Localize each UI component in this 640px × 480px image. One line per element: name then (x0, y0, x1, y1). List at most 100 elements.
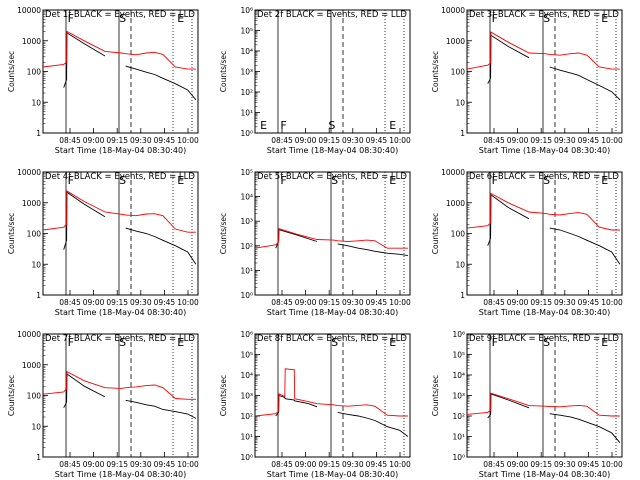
y-tick-label: 10⁶ (452, 330, 465, 339)
x-tick-label: 09:15 (530, 298, 552, 307)
y-axis-label: Counts/sec (219, 51, 228, 92)
marker-letter-F: F (492, 336, 498, 349)
marker-letter-E: E (601, 174, 608, 187)
x-tick-label: 09:45 (578, 136, 600, 145)
y-tick-label: 10³ (452, 392, 465, 401)
marker-letter-F: F (280, 119, 286, 132)
detector-panel-1: Det 1f BLACK = Events, RED = LLD 1 10 100 10… (7, 6, 199, 155)
x-tick-label: 08:45 (271, 136, 293, 145)
y-tick-label: 1000 (22, 361, 41, 370)
x-tick-label: 09:30 (342, 460, 364, 469)
y-axis-label: Counts/sec (7, 51, 16, 92)
x-tick-label: 09:30 (342, 298, 364, 307)
x-tick-label: 09:15 (106, 136, 128, 145)
y-tick-label: 10² (452, 412, 465, 421)
x-tick-label: 09:00 (507, 136, 529, 145)
x-tick-label: 08:45 (59, 460, 81, 469)
y-tick-label: 10¹ (452, 433, 465, 442)
x-axis-label: Start Time (18-May-04 08:30:40) (267, 470, 398, 479)
series-line-events (487, 194, 621, 265)
y-tick-label: 1 (460, 129, 465, 138)
y-tick-label: 10⁰ (240, 129, 253, 138)
y-tick-label: 10000 (441, 6, 465, 15)
y-tick-label: 10 (31, 422, 41, 431)
x-tick-label: 09:00 (83, 298, 105, 307)
series-line-lld (466, 31, 620, 70)
marker-letter-S: S (543, 12, 550, 25)
x-tick-label: 09:00 (507, 460, 529, 469)
y-axis-label: Counts/sec (219, 213, 228, 254)
x-tick-label: 09:15 (318, 460, 340, 469)
y-tick-label: 10² (240, 88, 253, 97)
x-tick-label: 09:30 (130, 460, 152, 469)
x-axis-label: Start Time (18-May-04 08:30:40) (479, 146, 610, 155)
x-tick-label: 09:15 (106, 460, 128, 469)
panel-title: Det 6f BLACK = Events, RED = LLD (469, 172, 619, 182)
y-tick-label: 100 (27, 392, 42, 401)
y-tick-label: 10⁰ (240, 453, 253, 462)
marker-letter-F: F (68, 174, 74, 187)
y-axis-label: Counts/sec (7, 213, 16, 254)
y-axis-label: Counts/sec (431, 51, 440, 92)
y-tick-label: 10¹ (240, 109, 253, 118)
marker-letter-E: E (601, 12, 608, 25)
x-tick-label: 09:00 (507, 298, 529, 307)
x-axis-label: Start Time (18-May-04 08:30:40) (55, 308, 186, 317)
series-line-events (63, 32, 197, 101)
detector-panel-6: Det 6f BLACK = Events, RED = LLD 1 10 100 10… (431, 168, 623, 317)
x-axis-label: Start Time (18-May-04 08:30:40) (267, 308, 398, 317)
x-tick-label: 09:30 (554, 460, 576, 469)
y-tick-label: 10⁰ (240, 291, 253, 300)
series-line-lld (466, 192, 620, 231)
y-tick-label: 1 (36, 453, 41, 462)
panel-title: Det 5f BLACK = Events, RED = LLD (257, 172, 407, 182)
marker-letter-E: E (177, 174, 184, 187)
y-tick-label: 1000 (446, 37, 465, 46)
x-tick-label: 09:45 (366, 298, 388, 307)
y-axis-label: Counts/sec (431, 375, 440, 416)
detector-panel-4: Det 4f BLACK = Events, RED = LLD 1 10 100 10… (7, 168, 199, 317)
x-tick-label: 08:45 (483, 298, 505, 307)
marker-letter-F: F (68, 336, 74, 349)
y-tick-label: 1 (36, 291, 41, 300)
x-tick-label: 09:15 (106, 298, 128, 307)
series-line-lld (42, 190, 196, 233)
panel-title: Det 1f BLACK = Events, RED = LLD (45, 10, 195, 20)
panel-title: Det 3f BLACK = Events, RED = LLD (469, 10, 619, 20)
x-axis-label: Start Time (18-May-04 08:30:40) (55, 146, 186, 155)
y-tick-label: 1000 (22, 37, 41, 46)
marker-letter-S: S (331, 336, 338, 349)
detector-panel-3: Det 3f BLACK = Events, RED = LLD 1 10 100 10… (431, 6, 623, 155)
detector-panel-7: Det 7f BLACK = Events, RED = LLD 1 10 100 10… (7, 330, 199, 479)
y-tick-label: 10000 (17, 330, 41, 339)
y-tick-label: 10² (240, 242, 253, 251)
y-tick-label: 10 (455, 260, 465, 269)
x-axis-label: Start Time (18-May-04 08:30:40) (479, 308, 610, 317)
y-tick-label: 10⁰ (452, 453, 465, 462)
y-tick-label: 100 (27, 230, 42, 239)
y-axis-label: Counts/sec (431, 213, 440, 254)
x-tick-label: 09:00 (83, 136, 105, 145)
x-tick-label: 09:30 (554, 136, 576, 145)
y-tick-label: 1000 (22, 199, 41, 208)
panel-title: Det 4f BLACK = Events, RED = LLD (45, 172, 195, 182)
marker-letter-E: E (177, 12, 184, 25)
panel-title: Det 9f BLACK = Events, RED = LLD (469, 334, 619, 344)
marker-letter-S: S (119, 12, 126, 25)
marker-letter-S: S (119, 174, 126, 187)
detector-panel-5: Det 5f BLACK = Events, RED = LLD 10⁰ 10¹ 10… (219, 168, 411, 317)
y-tick-label: 10⁴ (240, 193, 253, 202)
y-tick-label: 10⁴ (240, 371, 253, 380)
x-tick-label: 09:45 (578, 298, 600, 307)
y-tick-label: 10⁶ (240, 6, 253, 15)
x-axis-label: Start Time (18-May-04 08:30:40) (55, 470, 186, 479)
x-axis-label: Start Time (18-May-04 08:30:40) (479, 470, 610, 479)
x-axis-label: Start Time (18-May-04 08:30:40) (267, 146, 398, 155)
series-line-events (487, 393, 621, 443)
y-tick-label: 100 (451, 68, 466, 77)
x-tick-label: 09:00 (295, 298, 317, 307)
x-tick-label: 08:45 (483, 460, 505, 469)
y-tick-label: 10⁵ (452, 351, 465, 360)
x-tick-label: 09:45 (366, 136, 388, 145)
